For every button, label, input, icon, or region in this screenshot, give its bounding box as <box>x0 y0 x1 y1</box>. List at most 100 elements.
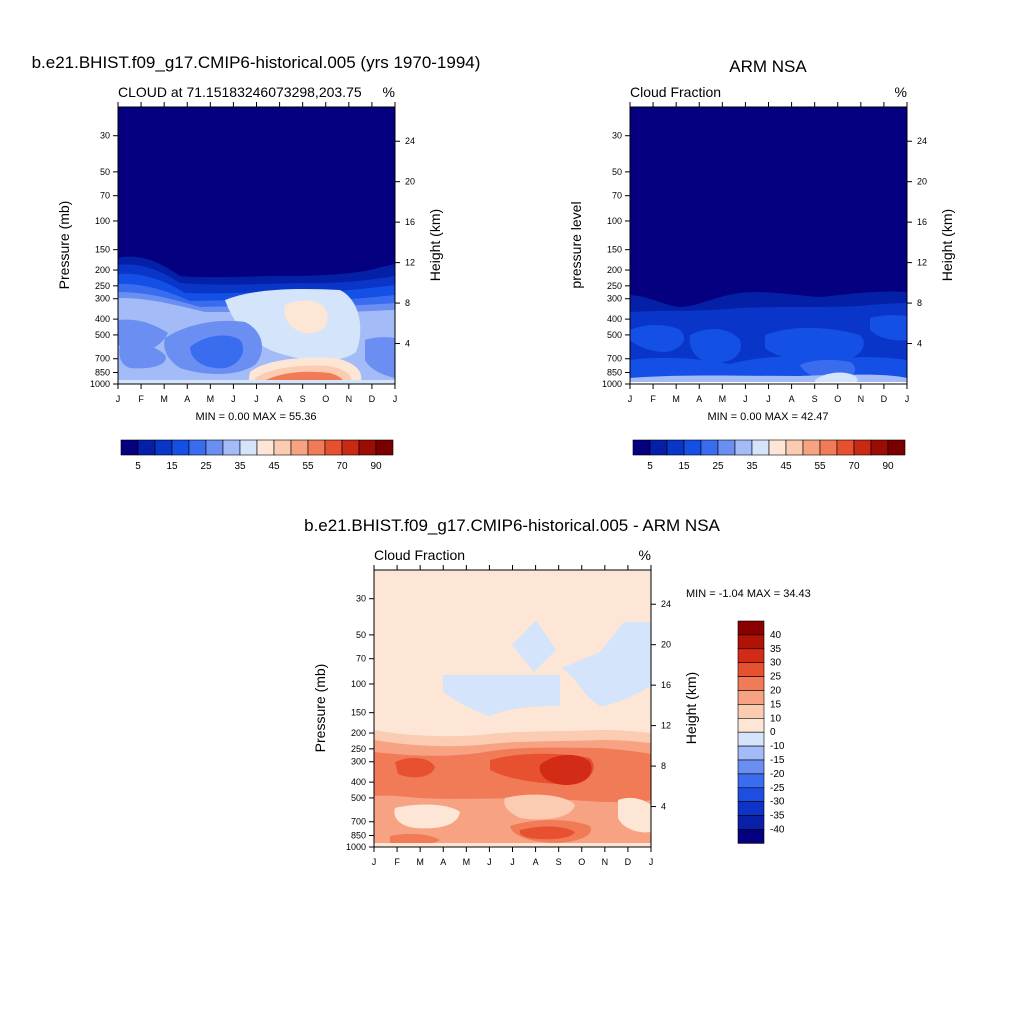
model-min-max: MIN = 0.00 MAX = 55.36 <box>195 411 316 423</box>
diff-colorbar-swatch <box>737 759 765 775</box>
obs-band-15-20-d <box>870 315 907 341</box>
obs-pressure-tick-label: 70 <box>612 191 622 201</box>
model-band-40-45-upper <box>284 300 328 334</box>
obs-pressure-tick-label: 250 <box>607 281 622 291</box>
obs-colorbar-swatch <box>751 439 770 456</box>
obs-height-tick-label: 8 <box>917 298 922 308</box>
diff-ylabel: Pressure (mb) <box>312 664 328 753</box>
obs-colorbar-swatch <box>768 439 787 456</box>
diff-pressure-tick-label: 250 <box>351 744 366 754</box>
obs-height-tick-label: 12 <box>917 258 927 268</box>
diff-pressure-tick-label: 700 <box>351 817 366 827</box>
model-colorbar-swatch <box>324 439 343 456</box>
diff-month-tick-label: A <box>533 857 539 867</box>
model-ylabel: Pressure (mb) <box>56 201 72 290</box>
obs-colorbar-swatch <box>734 439 753 456</box>
model-pressure-tick-label: 250 <box>95 281 110 291</box>
obs-colorbar-label: 25 <box>712 461 724 472</box>
model-colorbar-swatch <box>375 439 394 456</box>
obs-colorbar-label: 45 <box>780 461 792 472</box>
obs-pressure-tick-label: 700 <box>607 354 622 364</box>
diff-colorbar-label: -40 <box>770 825 785 836</box>
obs-ylabel-right: Height (km) <box>939 209 955 281</box>
model-colorbar-swatch <box>120 439 139 456</box>
obs-month-tick-label: J <box>766 394 771 404</box>
model-pressure-axis: 30 50 70 100 150 200 250 300 400 500 700 850 1000 <box>90 131 118 389</box>
obs-panel-units: % <box>895 84 907 100</box>
obs-band-35-40 <box>815 372 858 384</box>
obs-month-tick-label: M <box>719 394 727 404</box>
obs-pressure-tick-label: 100 <box>607 216 622 226</box>
diff-height-tick-label: 12 <box>661 721 671 731</box>
model-colorbar: 5 15 25 35 45 55 70 90 <box>120 439 394 472</box>
diff-month-tick-label: J <box>649 857 654 867</box>
obs-height-tick-label: 20 <box>917 177 927 187</box>
model-month-tick-label: S <box>300 394 306 404</box>
obs-pressure-tick-label: 850 <box>607 367 622 377</box>
diff-pressure-tick-label: 500 <box>351 793 366 803</box>
model-month-tick-label: M <box>207 394 215 404</box>
obs-month-tick-label: D <box>881 394 888 404</box>
obs-colorbar-swatch <box>836 439 855 456</box>
obs-colorbar: 5 15 25 35 45 55 70 90 <box>632 439 906 472</box>
model-panel: b.e21.BHIST.f09_g17.CMIP6-historical.005… <box>32 53 481 472</box>
obs-ylabel: pressure level <box>568 201 584 288</box>
diff-colorbar-swatch <box>737 662 765 677</box>
obs-panel-left-label: Cloud Fraction <box>630 84 721 100</box>
obs-colorbar-swatch <box>700 439 719 456</box>
model-colorbar-label: 15 <box>166 461 178 472</box>
obs-colorbar-swatch <box>717 439 736 456</box>
model-colorbar-label: 45 <box>268 461 280 472</box>
diff-month-tick-label: A <box>440 857 446 867</box>
obs-min-max: MIN = 0.00 MAX = 42.47 <box>707 411 828 423</box>
diff-height-tick-label: 20 <box>661 640 671 650</box>
obs-month-tick-label: J <box>743 394 748 404</box>
model-band-25-30-lowleft <box>119 343 166 369</box>
diff-colorbar-swatch <box>737 773 765 789</box>
obs-colorbar-label: 15 <box>678 461 690 472</box>
obs-month-tick-label: J <box>628 394 633 404</box>
diff-band-20-25-surface <box>390 833 440 846</box>
model-month-tick-label: F <box>138 394 144 404</box>
diff-month-tick-label: F <box>394 857 400 867</box>
diff-pressure-tick-label: 150 <box>351 708 366 718</box>
model-month-tick-label: J <box>116 394 121 404</box>
diff-colorbar-swatch <box>737 731 765 747</box>
diff-colorbar-label: 25 <box>770 672 782 683</box>
diff-month-tick-label: S <box>556 857 562 867</box>
obs-colorbar-label: 55 <box>814 461 826 472</box>
model-panel-units: % <box>383 84 395 100</box>
diff-band-neg10-0-b <box>443 675 560 716</box>
obs-colorbar-swatch <box>802 439 821 456</box>
diff-month-tick-label: O <box>578 857 585 867</box>
diff-band-neg10-0-a <box>512 620 556 672</box>
diff-colorbar-label: 30 <box>770 658 782 669</box>
obs-pressure-tick-label: 50 <box>612 167 622 177</box>
diff-colorbar-swatch <box>737 829 765 844</box>
model-band-20-25-core <box>190 335 244 369</box>
obs-month-tick-label: A <box>696 394 702 404</box>
model-month-tick-label: J <box>231 394 236 404</box>
obs-colorbar-label: 5 <box>647 461 653 472</box>
obs-pressure-tick-label: 30 <box>612 131 622 141</box>
diff-height-tick-label: 4 <box>661 802 666 812</box>
model-colorbar-label: 90 <box>370 461 382 472</box>
diff-month-tick-label: J <box>372 857 377 867</box>
model-colorbar-swatch <box>307 439 326 456</box>
model-colorbar-swatch <box>137 439 156 456</box>
diff-pressure-tick-label: 70 <box>356 654 366 664</box>
diff-colorbar-swatch <box>737 676 765 691</box>
diff-pressure-tick-label: 850 <box>351 830 366 840</box>
model-colorbar-swatch <box>205 439 224 456</box>
model-height-tick-label: 16 <box>405 217 415 227</box>
model-month-tick-label: A <box>184 394 190 404</box>
obs-colorbar-swatch <box>632 439 651 456</box>
obs-colorbar-swatch <box>785 439 804 456</box>
obs-pressure-tick-label: 300 <box>607 294 622 304</box>
model-pressure-tick-label: 500 <box>95 330 110 340</box>
obs-month-tick-label: F <box>650 394 656 404</box>
model-pressure-tick-label: 70 <box>100 191 110 201</box>
